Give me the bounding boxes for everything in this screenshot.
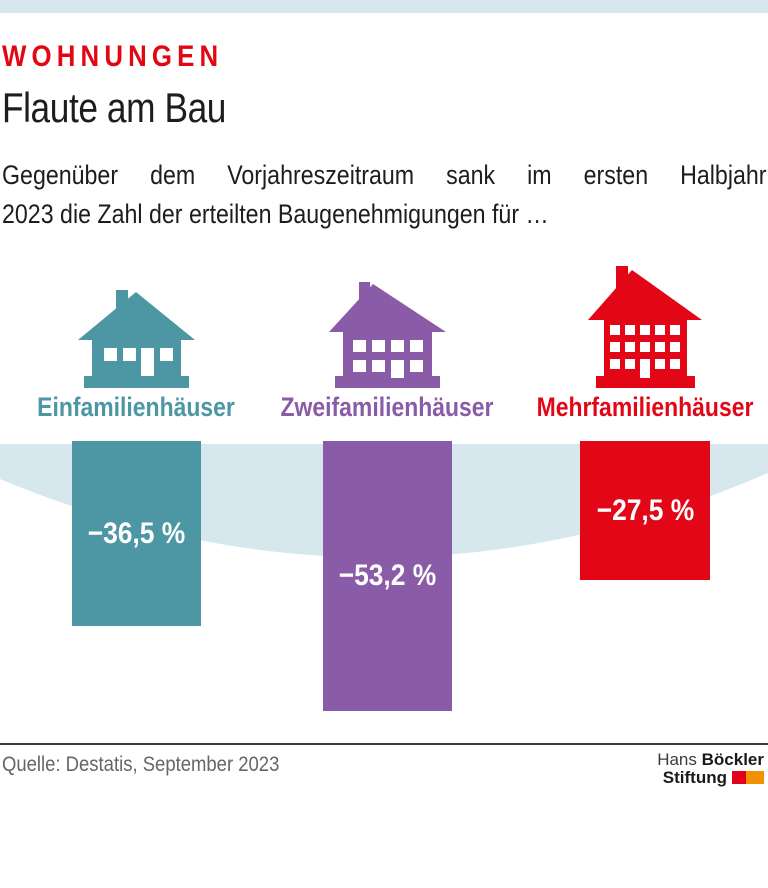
bar-einfamilienhaeuser: −36,5 % <box>72 441 201 626</box>
hans-boeckler-stiftung-logo: Hans Böckler Stiftung <box>657 751 764 787</box>
logo-red-square-icon <box>732 771 746 784</box>
bar-value-einfamilienhaeuser: −36,5 % <box>87 516 186 550</box>
logo-orange-square-icon <box>746 771 764 784</box>
page-title: Flaute am Bau <box>2 84 226 131</box>
bar-zweifamilienhaeuser: −53,2 % <box>323 441 452 711</box>
bar-mehrfamilienhaeuser: −27,5 % <box>580 441 710 580</box>
bar-value-zweifamilienhaeuser: −53,2 % <box>338 559 437 592</box>
multi-family-house-icon <box>588 266 702 388</box>
logo-line-1: Hans Böckler <box>657 751 764 769</box>
kicker: WOHNUNGEN <box>2 40 224 73</box>
logo-word-hans: Hans <box>657 750 697 769</box>
bar-value-mehrfamilienhaeuser: −27,5 % <box>596 493 694 527</box>
category-label-mehrfamilienhaeuser: Mehrfamilienhäuser <box>536 392 754 422</box>
logo-word-boeckler: Böckler <box>701 750 764 769</box>
source-note: Quelle: Destatis, September 2023 <box>2 753 280 776</box>
subtitle-line-1: Gegenüber dem Vorjahreszeitraum sank im … <box>2 160 767 190</box>
single-family-house-icon <box>78 290 195 388</box>
category-label-einfamilienhaeuser: Einfamilienhäuser <box>37 392 235 422</box>
subtitle-line-2: 2023 die Zahl der erteilten Baugenehmigu… <box>2 199 549 229</box>
footer-divider <box>0 743 768 745</box>
top-accent-strip <box>0 0 768 13</box>
subtitle: Gegenüber dem Vorjahreszeitraum sank im … <box>2 156 767 234</box>
category-label-zweifamilienhaeuser: Zweifamilienhäuser <box>280 392 494 422</box>
logo-marks <box>732 769 764 787</box>
two-family-house-icon <box>329 282 446 388</box>
logo-word-stiftung: Stiftung <box>662 768 727 787</box>
logo-line-2: Stiftung <box>657 769 764 787</box>
